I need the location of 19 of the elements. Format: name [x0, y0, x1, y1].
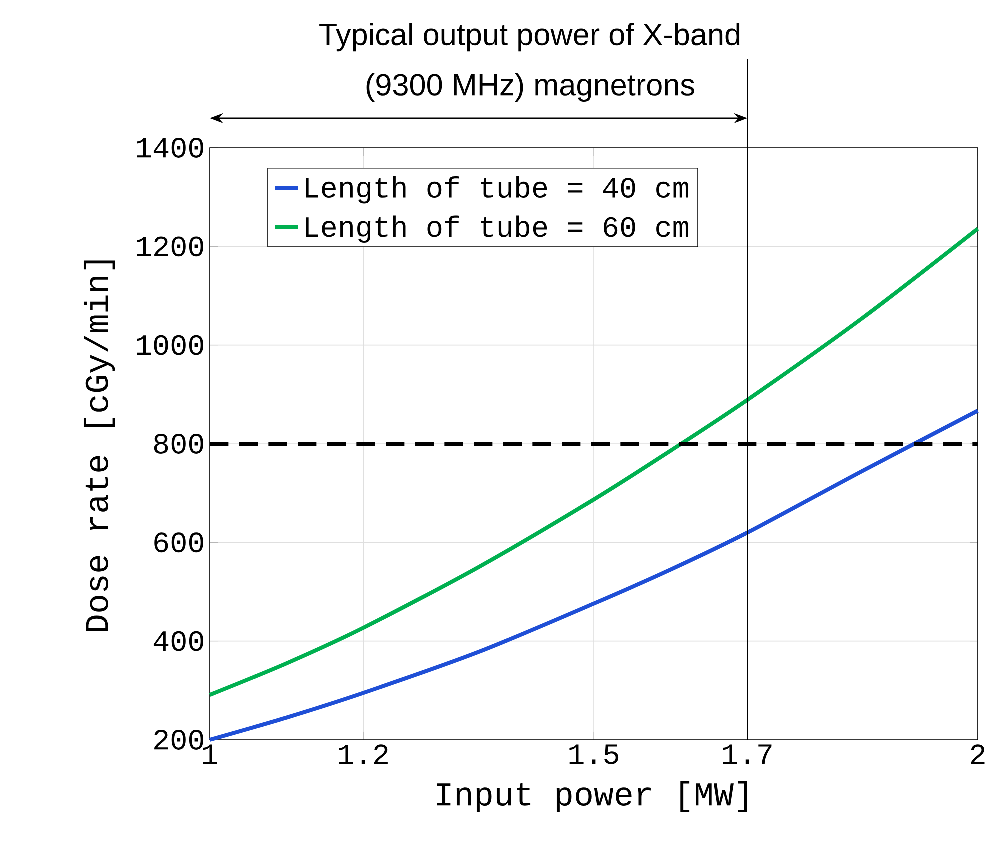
line-series — [208, 408, 980, 742]
legend-label: Length of tube = 40 cm — [306, 176, 688, 204]
x-tick-label: 1 — [203, 744, 218, 764]
legend-label: Length of tube = 60 cm — [306, 216, 688, 244]
y-tick-label: 1400 — [136, 138, 204, 158]
y-tick-label: 600 — [154, 532, 204, 553]
y-tick-label: 1000 — [136, 335, 204, 356]
x-tick-label: 1.2 — [339, 744, 388, 764]
text: Typical output power of X-band — [320, 23, 740, 52]
x-tick-label: 1.5 — [570, 744, 619, 764]
y-tick-label: 1200 — [136, 236, 204, 257]
x-tick-label: 1.7 — [723, 744, 772, 764]
x-tick-label: 2 — [971, 744, 985, 764]
x-axis-title: Input power [MW] — [437, 781, 748, 813]
y-tick-label: 400 — [154, 631, 204, 652]
text: (9300 MHz) magnetrons — [366, 73, 694, 102]
y-tick-label: 800 — [154, 434, 204, 454]
y-tick-label: 200 — [154, 730, 204, 750]
y-axis-title: Dose rate [cGy/min] — [84, 260, 116, 632]
